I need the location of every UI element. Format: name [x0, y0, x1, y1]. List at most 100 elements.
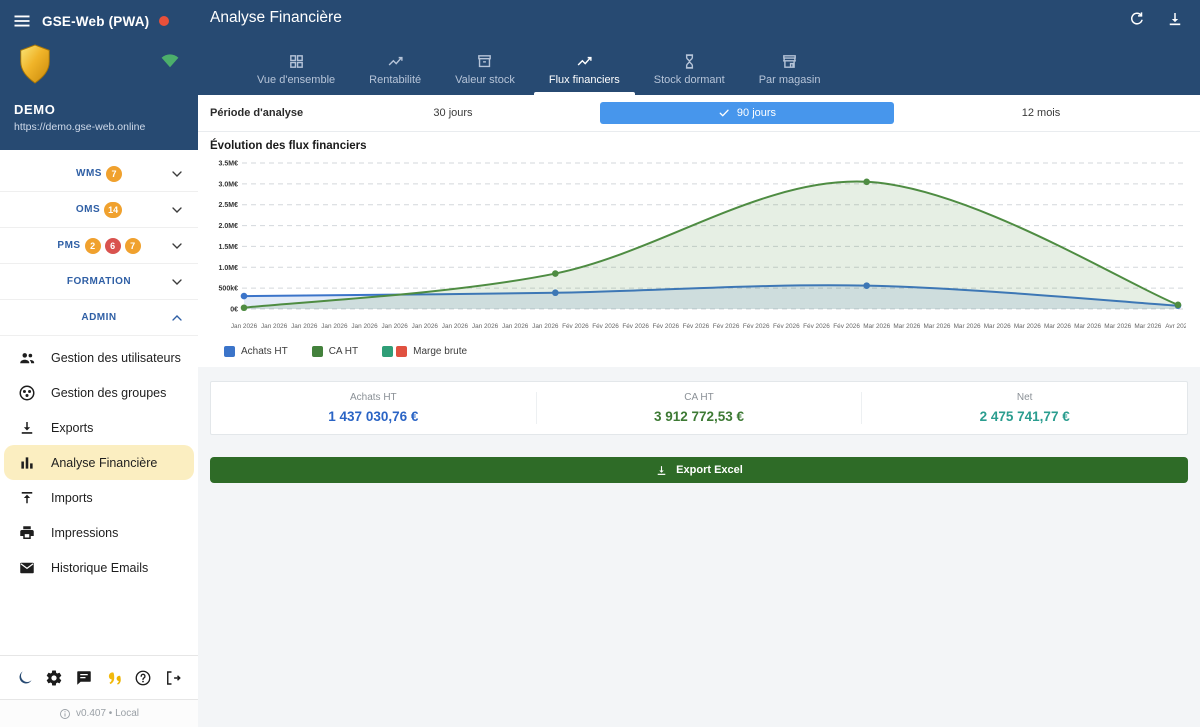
sidebar-item-impressions[interactable]: Impressions	[0, 515, 198, 550]
svg-text:Mar 2026: Mar 2026	[1074, 323, 1101, 330]
sidebar-section-admin[interactable]: ADMIN	[0, 300, 198, 336]
tab-label: Flux financiers	[548, 74, 620, 86]
dark-mode-moon-icon[interactable]	[16, 669, 34, 687]
tab-label: Valeur stock	[455, 74, 515, 86]
sidebar-item-analyse-financi-re[interactable]: Analyse Financière	[4, 445, 194, 480]
sidebar-item-gestion-des-groupes[interactable]: Gestion des groupes	[0, 375, 198, 410]
svg-text:Fév 2026: Fév 2026	[803, 323, 830, 330]
svg-text:Mar 2026: Mar 2026	[863, 323, 890, 330]
export-excel-button[interactable]: Export Excel	[210, 457, 1188, 483]
printer-icon	[18, 524, 36, 542]
tab-label: Par magasin	[758, 74, 821, 86]
notification-badge: 2	[84, 237, 101, 254]
sidebar-section-wms[interactable]: WMS 7	[0, 156, 198, 192]
tab-par-magasin[interactable]: Par magasin	[742, 46, 838, 95]
sidebar-item-imports[interactable]: Imports	[0, 480, 198, 515]
svg-text:Fév 2026: Fév 2026	[622, 323, 649, 330]
summary-ca-ht: CA HT 3 912 772,53 €	[535, 392, 862, 424]
chevron-down-icon	[169, 274, 185, 290]
section-label: OMS	[75, 204, 101, 215]
svg-text:Mar 2026: Mar 2026	[1134, 323, 1161, 330]
legend-item-marge-brute[interactable]: Marge brute	[382, 346, 467, 357]
chat-icon[interactable]	[75, 669, 93, 687]
sidebar-section-formation[interactable]: FORMATION	[0, 264, 198, 300]
settings-gear-icon[interactable]	[45, 669, 63, 687]
sidebar: GSE-Web (PWA) DEMO https://demo.gse-web.…	[0, 0, 198, 727]
summary-net: Net 2 475 741,77 €	[861, 392, 1187, 424]
tab-valeur-stock[interactable]: Valeur stock	[438, 46, 532, 95]
tab-rentabilit-[interactable]: Rentabilité	[352, 46, 438, 95]
section-label: FORMATION	[66, 276, 132, 287]
users-icon	[18, 349, 36, 367]
svg-text:Fév 2026: Fév 2026	[652, 323, 679, 330]
tab-label: Vue d'ensemble	[257, 74, 336, 86]
svg-text:2.5M€: 2.5M€	[219, 202, 239, 209]
legend-swatch	[311, 346, 323, 357]
svg-text:Fév 2026: Fév 2026	[833, 323, 860, 330]
period-option-90-jours[interactable]: 90 jours	[600, 95, 894, 132]
sidebar-item-label: Historique Emails	[51, 560, 149, 575]
hamburger-menu-icon[interactable]	[12, 11, 32, 31]
svg-text:1.5M€: 1.5M€	[219, 244, 239, 251]
check-icon	[718, 107, 730, 119]
bar-chart-icon	[18, 454, 36, 472]
legend-color-square	[382, 346, 394, 357]
tab-bar: Vue d'ensemble Rentabilité Valeur stock Flu…	[240, 46, 837, 95]
download-icon[interactable]	[1166, 10, 1184, 28]
environment-url[interactable]: https://demo.gse-web.online	[14, 121, 146, 133]
chevron-down-icon	[169, 238, 185, 254]
svg-text:Mar 2026: Mar 2026	[954, 323, 981, 330]
legend-swatch	[224, 346, 235, 357]
sidebar-footer-toolbar	[0, 655, 198, 699]
sidebar-item-label: Exports	[51, 420, 94, 435]
svg-text:Mar 2026: Mar 2026	[893, 323, 920, 330]
svg-text:Jan 2026: Jan 2026	[231, 323, 258, 330]
legend-label: CA HT	[328, 346, 359, 357]
wifi-signal-icon	[160, 52, 180, 68]
summary-label: CA HT	[684, 392, 714, 403]
svg-text:Fév 2026: Fév 2026	[683, 323, 710, 330]
sidebar-section-pms[interactable]: PMS 2 6 7	[0, 228, 198, 264]
period-option-12-mois[interactable]: 12 mois	[894, 95, 1188, 132]
svg-text:Mar 2026: Mar 2026	[984, 323, 1011, 330]
section-label: PMS	[57, 240, 81, 251]
groups-icon	[18, 384, 36, 402]
email-icon	[18, 559, 36, 577]
chevron-down-icon	[169, 202, 185, 218]
version-text: v0.407 • Local	[76, 708, 139, 719]
tab-flux-financiers[interactable]: Flux financiers	[532, 46, 637, 95]
legend-color-square	[311, 346, 323, 357]
period-label: Période d'analyse	[210, 107, 304, 119]
svg-text:Fév 2026: Fév 2026	[743, 323, 770, 330]
chart-card: Évolution des flux financiers 3.5M€ 3.0M€…	[198, 132, 1200, 367]
svg-text:Fév 2026: Fév 2026	[713, 323, 740, 330]
period-option-30-jours[interactable]: 30 jours	[306, 95, 600, 132]
refresh-icon[interactable]	[1128, 10, 1146, 28]
info-icon	[59, 708, 71, 720]
summary-value: 1 437 030,76 €	[328, 409, 419, 424]
svg-text:Avr 2026: Avr 2026	[1165, 323, 1186, 330]
logout-icon[interactable]	[164, 669, 182, 687]
chevron-down-icon	[169, 166, 185, 182]
notification-badge: 7	[105, 165, 122, 182]
topbar: Analyse Financière Vue d'ensemble Rentabi…	[198, 0, 1200, 95]
sidebar-item-gestion-des-utilisateurs[interactable]: Gestion des utilisateurs	[0, 340, 198, 375]
sidebar-item-label: Gestion des groupes	[51, 385, 167, 400]
sidebar-item-exports[interactable]: Exports	[0, 410, 198, 445]
legend-swatch	[382, 346, 408, 357]
tab-stock-dormant[interactable]: Stock dormant	[637, 46, 742, 95]
svg-text:500k€: 500k€	[219, 286, 239, 293]
sidebar-item-historique-emails[interactable]: Historique Emails	[0, 550, 198, 585]
chart-title: Évolution des flux financiers	[210, 140, 367, 152]
svg-text:Jan 2026: Jan 2026	[381, 323, 408, 330]
help-icon[interactable]	[134, 669, 152, 687]
sidebar-section-oms[interactable]: OMS 14	[0, 192, 198, 228]
summary-label: Achats HT	[349, 392, 397, 403]
svg-text:Jan 2026: Jan 2026	[502, 323, 529, 330]
svg-text:Jan 2026: Jan 2026	[532, 323, 559, 330]
svg-text:Jan 2026: Jan 2026	[351, 323, 378, 330]
quotes-icon[interactable]	[105, 669, 123, 687]
legend-item-achats-ht[interactable]: Achats HT	[224, 346, 288, 357]
legend-item-ca-ht[interactable]: CA HT	[311, 346, 359, 357]
tab-vue-d-ensemble[interactable]: Vue d'ensemble	[240, 46, 352, 95]
